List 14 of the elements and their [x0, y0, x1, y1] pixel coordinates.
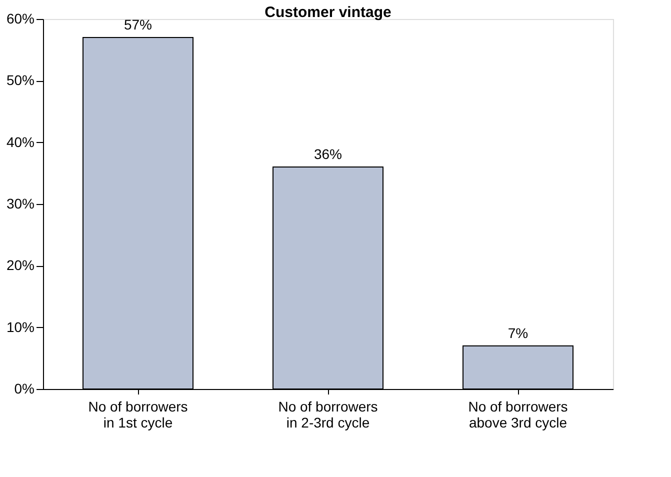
x-tick-label: No of borrowers in 2-3rd cycle [278, 398, 378, 430]
x-tick-label: No of borrowers in 1st cycle [88, 398, 188, 430]
y-tick-label: 60% [6, 10, 34, 26]
data-label: 36% [314, 146, 342, 162]
data-label: 7% [508, 324, 528, 341]
y-tick-label: 30% [6, 196, 34, 212]
y-tick-label: 20% [6, 257, 34, 274]
data-label: 57% [124, 16, 152, 32]
x-tick-label: No of borrowers above 3rd cycle [468, 398, 568, 430]
y-tick-label: 50% [6, 72, 34, 88]
y-tick-label: 0% [14, 380, 34, 396]
y-tick-label: 40% [6, 134, 34, 150]
y-tick-label: 10% [6, 318, 34, 335]
chart-title: Customer vintage [264, 4, 392, 21]
